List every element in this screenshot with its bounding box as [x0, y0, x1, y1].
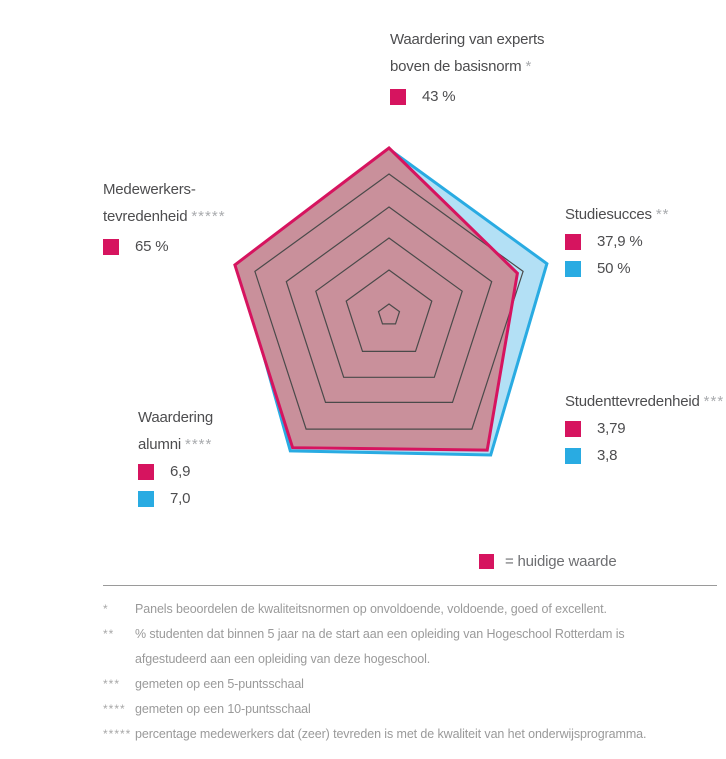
footnote-line: gemeten op een 10-puntsschaal — [135, 702, 311, 716]
axis-label-experts: Waardering van experts boven de basisnor… — [390, 26, 544, 110]
current-value: 6,9 — [170, 463, 191, 480]
footnote-text: gemeten op een 10-puntsschaal — [135, 697, 311, 722]
axis-title-line1: Waardering van experts — [390, 31, 545, 48]
footnote-marker: * — [103, 602, 109, 616]
goal-value-row: 7,0 — [138, 485, 213, 512]
footnote-marker-ref: **** — [185, 436, 213, 453]
footnote-line: % studenten dat binnen 5 jaar na de star… — [135, 627, 625, 641]
current-series-outline — [233, 146, 520, 452]
current-value-row: 37,9 % — [565, 228, 670, 255]
axis-title-line1: Studiesucces — [565, 206, 652, 223]
footnote-row: **** gemeten op een 10-puntsschaal — [103, 697, 719, 722]
footnote-marker-ref: ***** — [191, 208, 226, 225]
axis-label-studiesucces: Studiesucces ** 37,9 % 50 % — [565, 201, 670, 282]
grid-ring — [315, 237, 463, 378]
axis-title: Medewerkers- — [103, 176, 226, 203]
grid-ring — [345, 269, 433, 352]
axis-title-line1: Waardering — [138, 409, 213, 426]
current-value-swatch — [565, 233, 581, 250]
legend-current-swatch — [479, 554, 494, 569]
legend-current-label: = huidige waarde — [505, 553, 617, 570]
goal-value: 7,0 — [170, 490, 191, 507]
footnote-line: afgestudeerd aan een opleiding van deze … — [135, 652, 431, 666]
axis-title-line1: Studenttevredenheid — [565, 393, 700, 410]
footnote-text: Panels beoordelen de kwaliteitsnormen op… — [135, 597, 607, 622]
goal-value-swatch — [138, 490, 154, 507]
legend-item-current: = huidige waarde — [479, 553, 617, 570]
axis-title: Studenttevredenheid *** — [565, 388, 724, 415]
footnote-row: *** gemeten op een 5-puntsschaal — [103, 672, 719, 697]
axis-title-line1: Medewerkers- — [103, 181, 196, 198]
footnote-marker: *** — [103, 677, 121, 691]
footnote-marker-ref: *** — [703, 393, 725, 410]
axis-title: Waardering — [138, 404, 213, 431]
footnote-marker: ***** — [103, 727, 132, 741]
current-value-swatch — [138, 463, 154, 480]
footnotes: * Panels beoordelen de kwaliteitsnormen … — [103, 597, 719, 747]
axis-title: Studiesucces ** — [565, 201, 670, 228]
footnote-divider — [103, 585, 717, 586]
footnote-marker-ref: * — [525, 58, 533, 75]
current-value-row: 65 % — [103, 233, 226, 260]
footnote-marker: ** — [103, 627, 115, 641]
axis-label-alumni: Waardering alumni **** 6,9 7,0 — [138, 404, 213, 512]
goal-value: 3,8 — [597, 447, 618, 464]
footnote-row: * Panels beoordelen de kwaliteitsnormen … — [103, 597, 719, 622]
axis-title: alumni **** — [138, 431, 213, 458]
axis-title-line2: boven de basisnorm — [390, 58, 522, 75]
grid-ring — [377, 303, 401, 325]
current-value-row: 43 % — [390, 83, 544, 110]
footnote-line: percentage medewerkers dat (zeer) tevred… — [135, 727, 647, 741]
axis-title: tevredenheid ***** — [103, 203, 226, 230]
current-value-swatch — [565, 420, 581, 437]
current-value-row: 6,9 — [138, 458, 213, 485]
footnote-text: % studenten dat binnen 5 jaar na de star… — [135, 622, 625, 672]
footnote-row: ** % studenten dat binnen 5 jaar na de s… — [103, 622, 719, 672]
current-series-fill — [234, 148, 518, 451]
current-value-swatch — [103, 238, 119, 255]
goal-value-row: 50 % — [565, 255, 670, 282]
axis-title-line2: alumni — [138, 436, 181, 453]
current-value: 65 % — [135, 238, 169, 255]
current-value: 3,79 — [597, 420, 626, 437]
footnote-line: Panels beoordelen de kwaliteitsnormen op… — [135, 602, 607, 616]
goal-value-swatch — [565, 260, 581, 277]
current-value: 37,9 % — [597, 233, 643, 250]
footnote-line: gemeten op een 5-puntsschaal — [135, 677, 304, 691]
goal-value-row: 3,8 — [565, 442, 724, 469]
axis-title-line2: tevredenheid — [103, 208, 188, 225]
footnote-marker: **** — [103, 702, 126, 716]
axis-label-studenttevredenheid: Studenttevredenheid *** 3,79 3,8 — [565, 388, 724, 469]
goal-value-swatch — [565, 447, 581, 464]
footnote-row: ***** percentage medewerkers dat (zeer) … — [103, 722, 719, 747]
grid-ring — [285, 206, 493, 403]
goal-value: 50 % — [597, 260, 631, 277]
current-value-row: 3,79 — [565, 415, 724, 442]
footnote-text: gemeten op een 5-puntsschaal — [135, 672, 304, 697]
axis-label-medewerkers: Medewerkers- tevredenheid ***** 65 % — [103, 176, 226, 260]
current-value: 43 % — [422, 88, 456, 105]
axis-title: boven de basisnorm * — [390, 53, 544, 80]
current-value-swatch — [390, 88, 406, 105]
footnote-text: percentage medewerkers dat (zeer) tevred… — [135, 722, 646, 747]
chart-legend: = huidige waarde = doel — [479, 553, 726, 570]
footnote-marker-ref: ** — [655, 206, 670, 223]
axis-title: Waardering van experts — [390, 26, 544, 53]
